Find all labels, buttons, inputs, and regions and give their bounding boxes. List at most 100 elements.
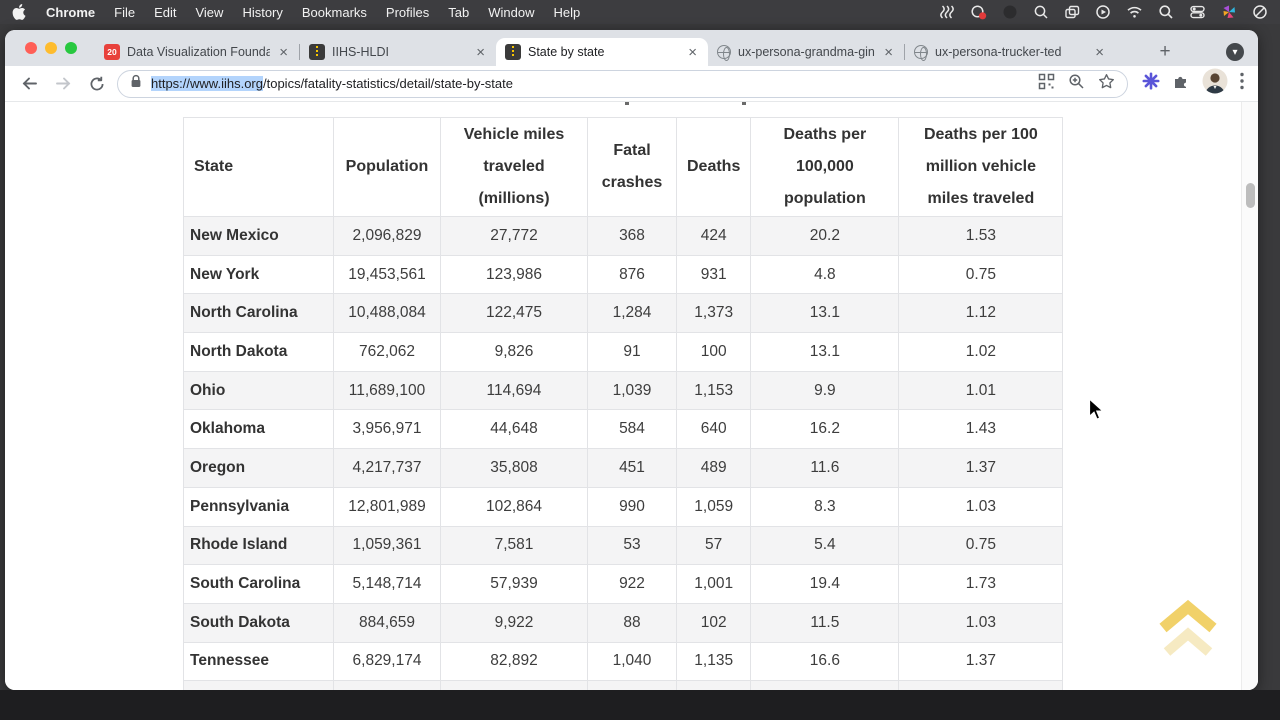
menu-item-window[interactable]: Window <box>488 4 535 20</box>
column-header: Vehicle miles traveled (millions) <box>440 117 588 217</box>
back-button[interactable] <box>15 70 43 98</box>
dimmed-app-icon[interactable] <box>1002 4 1018 20</box>
waves-icon[interactable] <box>939 4 955 20</box>
lock-icon[interactable] <box>130 74 142 94</box>
value-cell: 0.75 <box>898 525 1064 566</box>
value-cell: 990 <box>587 486 677 527</box>
tab-ux-persona-trucker-ted[interactable]: ux-persona-trucker-ted × <box>905 38 1115 66</box>
fullscreen-window-button[interactable] <box>65 42 77 54</box>
value-cell: 1.12 <box>898 293 1064 334</box>
value-cell: 122,475 <box>440 293 588 334</box>
tabs-container: 20 Data Visualization Founda × IIHS-HLDI × St… <box>95 38 1115 66</box>
value-cell: 1.37 <box>898 448 1064 488</box>
bookmark-star-icon[interactable] <box>1098 73 1115 95</box>
windows-stack-icon[interactable] <box>1064 4 1080 20</box>
value-cell: 2,096,829 <box>333 216 441 256</box>
state-name-cell: Oklahoma <box>183 409 334 450</box>
tab-close-icon[interactable]: × <box>688 43 697 61</box>
spotlight-search-icon[interactable] <box>1158 4 1174 20</box>
menu-item-file[interactable]: File <box>114 4 136 20</box>
value-cell: 1,373 <box>675 293 752 334</box>
table-row: Tennessee 6,829,174 82,892 1,040 1,135 16.6 1.… <box>183 641 1064 682</box>
do-not-disturb-icon[interactable] <box>1252 4 1268 20</box>
magnifier-zoom-icon[interactable] <box>1033 4 1049 20</box>
value-cell: 12,801,989 <box>333 486 441 527</box>
value-cell: 9,922 <box>440 602 588 643</box>
value-cell: 1,135 <box>675 641 752 682</box>
toolbar-extensions <box>1134 68 1248 99</box>
value-cell: 762,062 <box>333 332 441 372</box>
value-cell: 100 <box>675 332 752 372</box>
wifi-icon[interactable] <box>1126 5 1143 19</box>
asterisk-extension-icon[interactable] <box>1142 72 1160 95</box>
menu-left: Chrome File Edit View History Bookmarks Profil… <box>12 4 580 20</box>
menu-item-tab[interactable]: Tab <box>448 4 470 20</box>
forward-button[interactable] <box>49 70 77 98</box>
menu-item-bookmarks[interactable]: Bookmarks <box>301 4 367 20</box>
tab-close-icon[interactable]: × <box>1095 43 1104 61</box>
apple-menu-icon[interactable] <box>12 4 26 20</box>
value-cell: 19,453,561 <box>333 254 441 295</box>
value-cell: 102,864 <box>440 486 588 527</box>
value-cell: 424 <box>675 216 752 256</box>
extensions-puzzle-icon[interactable] <box>1172 72 1190 95</box>
value-cell: 82,892 <box>440 641 588 682</box>
tab-ux-persona-grandma-gin[interactable]: ux-persona-grandma-gin × <box>708 38 904 66</box>
macos-menu-bar: Chrome File Edit View History Bookmarks Profil… <box>0 0 1280 24</box>
tab-close-icon[interactable]: × <box>476 43 485 61</box>
table-row: South Dakota 884,659 9,922 88 102 11.5 1.03 <box>183 602 1064 643</box>
kebab-menu-icon[interactable] <box>1240 72 1244 95</box>
value-cell: 123,986 <box>440 254 588 295</box>
value-cell: 922 <box>587 564 677 604</box>
profile-avatar[interactable] <box>1202 68 1228 99</box>
menu-item-edit[interactable]: Edit <box>154 4 177 20</box>
menu-item-profiles[interactable]: Profiles <box>385 4 430 20</box>
value-cell: 11.6 <box>750 448 900 488</box>
chrome-window: 20 Data Visualization Founda × IIHS-HLDI × St… <box>5 30 1258 690</box>
tab-label: Data Visualization Founda <box>127 45 271 59</box>
reload-button[interactable] <box>83 70 111 98</box>
value-cell <box>183 680 334 690</box>
new-tab-button[interactable]: + <box>1159 41 1171 62</box>
control-center-icon[interactable] <box>1189 4 1206 20</box>
bottom-letterbox-band <box>0 690 1280 720</box>
road-icon <box>309 44 325 60</box>
value-cell: 8.3 <box>750 486 900 527</box>
menu-item-help[interactable]: Help <box>553 4 581 20</box>
value-cell: 451 <box>587 448 677 488</box>
value-cell: 91 <box>587 332 677 372</box>
tab-label: ux-persona-grandma-gin <box>738 45 875 59</box>
colorful-app-icon[interactable] <box>1221 4 1237 20</box>
tab-close-icon[interactable]: × <box>279 43 288 61</box>
scrollbar-thumb[interactable] <box>1246 183 1255 208</box>
url-rest-text: /topics/fatality-statistics/detail/state… <box>263 76 513 91</box>
value-cell: 1,153 <box>675 370 752 411</box>
table-row: New York 19,453,561 123,986 876 931 4.8 0.75 <box>183 254 1064 295</box>
value-cell: 1.02 <box>898 332 1064 372</box>
value-cell: 35,808 <box>440 448 588 488</box>
screen-record-icon[interactable] <box>970 4 987 20</box>
address-bar[interactable]: https://www.iihs.org/topics/fatality-sta… <box>117 69 1128 98</box>
value-cell: 884,659 <box>333 602 441 643</box>
menu-item-view[interactable]: View <box>195 4 224 20</box>
tab-data-visualization-founda[interactable]: 20 Data Visualization Founda × <box>95 38 299 66</box>
close-window-button[interactable] <box>25 42 37 54</box>
zoom-in-icon[interactable] <box>1068 73 1085 95</box>
value-cell <box>440 680 588 690</box>
value-cell: 1.01 <box>898 370 1064 411</box>
menu-item-chrome[interactable]: Chrome <box>46 4 96 20</box>
tab-state-by-state[interactable]: State by state × <box>496 38 708 66</box>
tab-label: State by state <box>528 45 605 59</box>
qr-share-icon[interactable] <box>1038 73 1055 95</box>
page-scrollbar[interactable] <box>1241 102 1258 690</box>
table-row-partial <box>183 680 1064 690</box>
minimize-window-button[interactable] <box>45 42 57 54</box>
play-circle-icon[interactable] <box>1095 4 1111 20</box>
tab-label: ux-persona-trucker-ted <box>935 45 1062 59</box>
menu-item-history[interactable]: History <box>242 4 283 20</box>
tab-close-icon[interactable]: × <box>884 43 893 61</box>
back-to-top-button[interactable] <box>1155 594 1221 664</box>
tab-search-dropdown-icon[interactable]: ▾ <box>1226 43 1244 61</box>
state-name-cell: New Mexico <box>183 216 334 256</box>
tab-iihs-hldi[interactable]: IIHS-HLDI × <box>300 38 496 66</box>
